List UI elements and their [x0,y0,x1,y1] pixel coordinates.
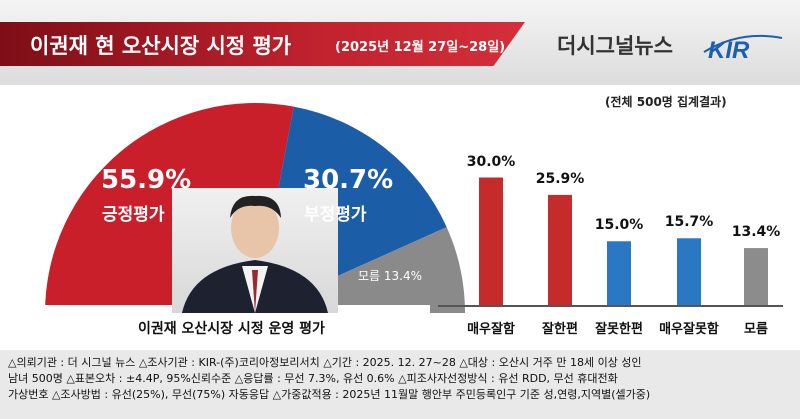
bar-value-label: 13.4% [731,224,781,241]
footer-line-2: 남녀 500명 △표본오차 : ±4.4P, 95%신뢰수준 △응답률 : 무선… [8,372,618,385]
negative-label: 부정평가 [304,205,367,225]
brand-name: 더시그널뉴스 [557,34,673,58]
unknown-label: 모름 13.4% [358,269,423,283]
bar-value-label: 15.0% [594,217,644,234]
survey-note: (전체 500명 집계결과) [605,95,727,109]
mayor-photo [172,188,338,313]
footer-line-1: △의뢰기관 : 더 시그널 뉴스 △조사기관 : KIR-(주)코리아정보리서치… [8,356,642,369]
bar-category-label: 매우잘못함 [659,322,719,337]
survey-footer: △의뢰기관 : 더 시그널 뉴스 △조사기관 : KIR-(주)코리아정보리서치… [0,350,800,419]
title-bar [0,22,525,66]
positive-label: 긍정평가 [102,205,165,225]
bar-5 [744,248,768,305]
bar-2 [548,194,572,305]
pie-caption: 이권재 오산시장 시정 운영 평가 [138,321,325,337]
logo-text: KIR [708,37,750,64]
bar-4 [677,238,701,305]
bar-value-label: 30.0% [466,153,516,170]
kir-logo: KIR [703,34,783,64]
positive-percent: 55.9% [101,165,192,195]
footer-line-3: 가상번호 △조사방법 : 유선(25%), 무선(75%) 자동응답 △가중값적… [8,388,651,401]
bar-value-label: 15.7% [664,214,714,231]
bar-3 [607,241,631,305]
bar-category-label: 매우잘함 [467,322,515,337]
bar-baseline [438,305,783,307]
negative-percent: 30.7% [303,165,394,195]
bar-value-label: 25.9% [535,170,585,187]
survey-date: (2025년 12월 27일~28일) [335,40,506,55]
bar-category-label: 잘못한편 [595,322,643,337]
bar-category-label: 잘한편 [542,322,578,337]
bar-category-label: 모름 [744,322,768,337]
page-title: 이권재 현 오산시장 시정 평가 [30,34,292,58]
bar-1 [479,177,503,305]
